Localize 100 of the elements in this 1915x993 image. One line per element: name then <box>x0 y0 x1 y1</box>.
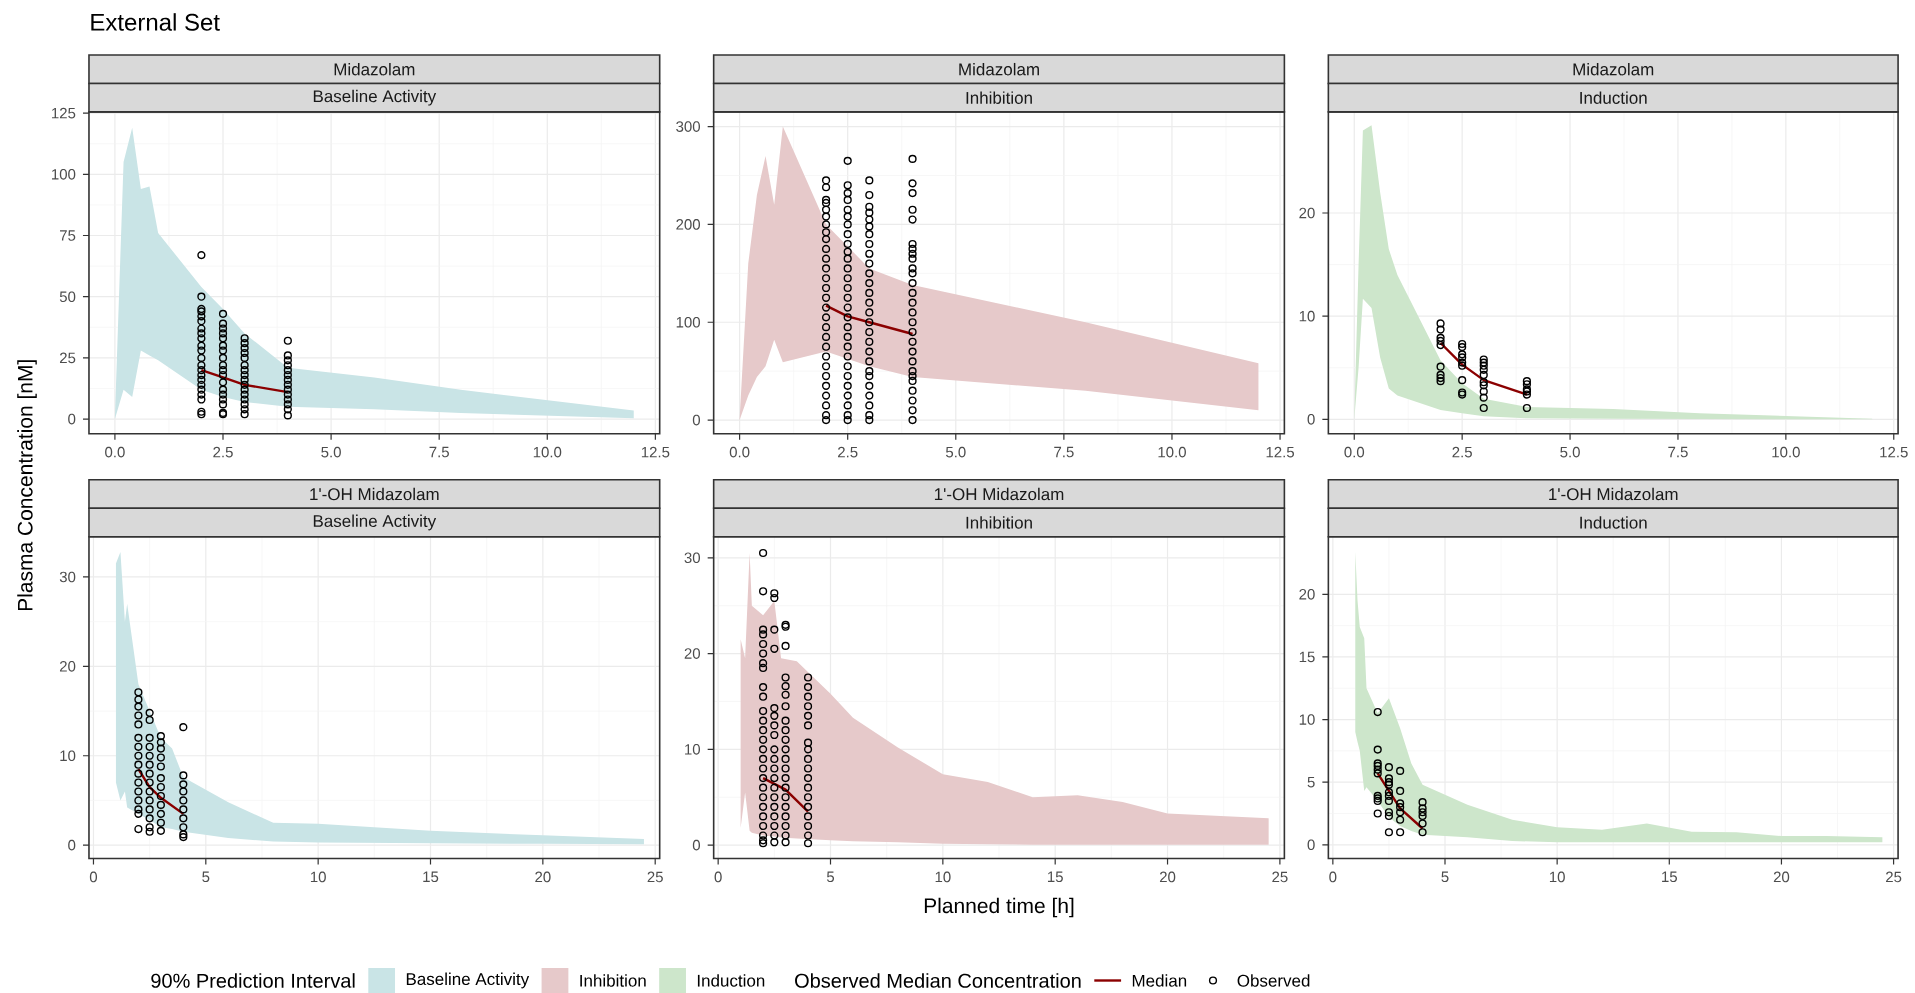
point <box>145 796 154 805</box>
point <box>1436 336 1445 346</box>
point <box>1436 362 1445 371</box>
point <box>145 805 154 814</box>
x-tick-label: 5.0 <box>945 446 966 458</box>
x-tick-label: 2.5 <box>1452 446 1472 458</box>
point <box>156 753 165 762</box>
x-tick-label: 7.5 <box>1668 446 1688 458</box>
point <box>179 723 188 732</box>
legend-label: Median <box>1132 974 1187 987</box>
point <box>145 742 154 751</box>
point <box>145 760 154 769</box>
point <box>1384 788 1394 797</box>
line-series <box>1439 341 1529 396</box>
x-tick-label: 7.5 <box>429 446 449 458</box>
chart-title: Midazolam <box>1573 62 1654 76</box>
y-tick-label: 30 <box>59 571 76 583</box>
point <box>1458 343 1467 352</box>
y-tick-label: 20 <box>684 648 701 659</box>
point <box>134 769 143 778</box>
point <box>1458 353 1467 362</box>
legend-label: Induction <box>697 974 765 987</box>
point <box>145 708 154 717</box>
x-tick-label: 12.5 <box>641 446 670 458</box>
point <box>145 769 154 778</box>
line-series <box>824 304 914 336</box>
point <box>1373 809 1382 818</box>
y-tick-label: 10 <box>1299 310 1315 322</box>
point <box>1418 811 1427 821</box>
point <box>179 771 188 780</box>
y-tick-label: 5 <box>1307 776 1315 788</box>
point <box>1436 325 1445 334</box>
y-tick-label: 20 <box>1299 207 1315 219</box>
legend-title: Observed Median Concentration <box>795 973 1081 988</box>
y-tick-label: 30 <box>684 552 701 564</box>
point <box>134 711 143 720</box>
chart-subtitle: Baseline Activity <box>313 514 437 531</box>
chart-subtitle: Baseline Activity <box>313 89 437 106</box>
chart-subtitle: Inhibition <box>966 91 1032 104</box>
point <box>156 782 165 792</box>
point <box>179 833 188 842</box>
point <box>179 796 188 805</box>
point <box>145 814 154 823</box>
point <box>145 823 154 832</box>
y-tick-label: 0 <box>1307 839 1315 851</box>
chart-subtitle: Induction <box>1580 91 1647 104</box>
x-tick-label: 5 <box>1441 871 1449 883</box>
point <box>1384 811 1394 821</box>
point <box>156 774 165 783</box>
point <box>1418 819 1427 828</box>
legend-label: Inhibition <box>580 974 646 987</box>
x-tick-label: 10.0 <box>1158 446 1186 458</box>
point <box>1384 828 1394 837</box>
x-tick-label: 0.0 <box>729 446 750 458</box>
point <box>1373 759 1382 768</box>
x-tick-label: 15 <box>423 871 439 883</box>
y-axis-title: Plasma Concentration [nM] <box>17 360 37 611</box>
point <box>1396 766 1405 776</box>
point <box>1479 403 1488 413</box>
point <box>156 800 165 810</box>
point <box>1418 828 1427 837</box>
point <box>145 751 154 760</box>
y-tick-label: 100 <box>676 316 700 328</box>
y-tick-label: 0 <box>1307 414 1315 425</box>
y-tick-label: 200 <box>676 219 700 230</box>
point <box>134 733 143 743</box>
point <box>1479 381 1488 390</box>
x-tick-label: 20 <box>1159 871 1176 883</box>
point <box>1373 707 1382 717</box>
x-tick-label: 5 <box>202 871 210 883</box>
point <box>179 823 188 832</box>
legend-title: 90% Prediction Interval <box>151 973 355 988</box>
x-tick-label: 20 <box>1773 871 1790 883</box>
point <box>134 805 143 814</box>
point <box>1418 804 1427 813</box>
y-tick-label: 10 <box>685 744 701 755</box>
x-tick-label: 12.5 <box>1266 446 1295 458</box>
point <box>179 787 188 796</box>
chart-subtitle: Inhibition <box>966 516 1032 529</box>
x-tick-label: 0.0 <box>105 446 125 458</box>
point <box>1522 377 1531 386</box>
point <box>134 787 143 796</box>
x-tick-label: 2.5 <box>213 446 233 458</box>
x-tick-label: 0 <box>1329 871 1337 883</box>
point <box>1479 378 1488 387</box>
point <box>1418 808 1427 817</box>
y-tick-label: 25 <box>59 352 76 364</box>
point <box>1373 761 1382 771</box>
point <box>1436 333 1445 342</box>
y-tick-label: 125 <box>52 107 76 119</box>
point <box>134 796 143 805</box>
x-tick-label: 10 <box>1549 871 1565 883</box>
chart-subtitle: Induction <box>1580 516 1647 529</box>
point <box>156 732 165 741</box>
point <box>156 791 165 801</box>
y-tick-label: 0 <box>692 839 701 851</box>
point <box>1418 798 1427 807</box>
x-tick-label: 2.5 <box>838 446 858 458</box>
chart-title: 1'-OH Midazolam <box>310 487 439 501</box>
x-tick-label: 12.5 <box>1880 446 1908 458</box>
